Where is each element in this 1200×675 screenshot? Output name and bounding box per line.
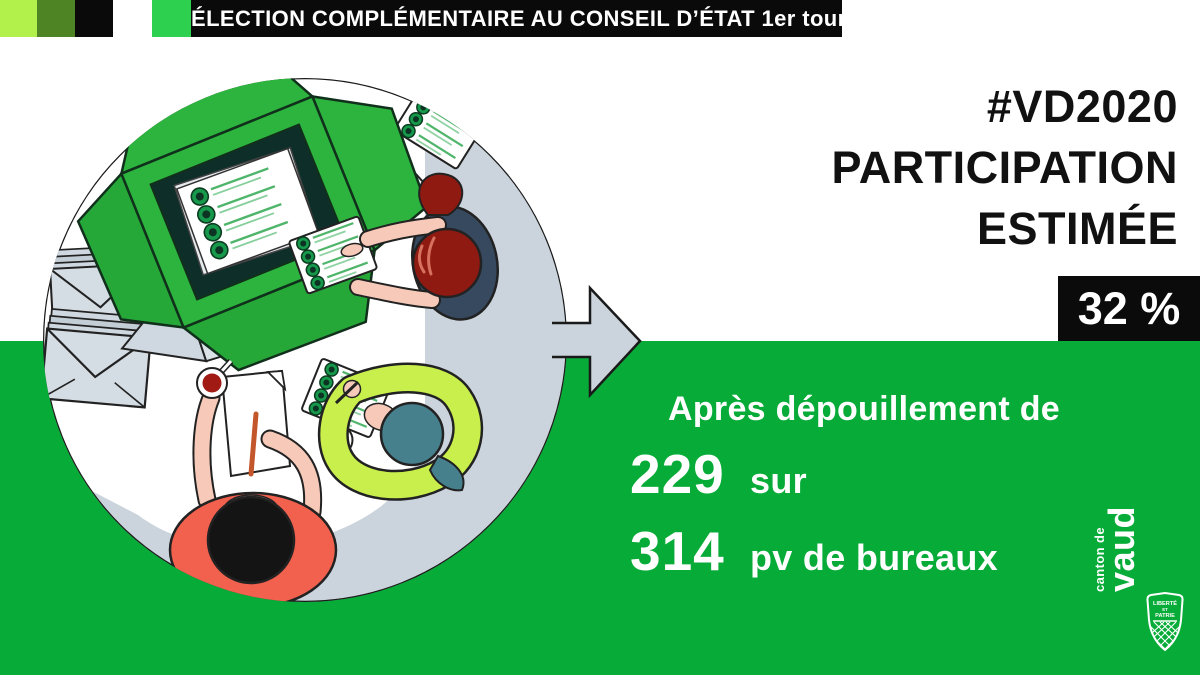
ballot-sheet [175, 147, 320, 275]
black-square [75, 0, 113, 37]
green-square [152, 0, 191, 37]
stats-block: Après dépouillement de 229 sur 314 pv de… [630, 390, 1100, 583]
counted-value: 229 [630, 443, 725, 505]
svg-text:PATRIE: PATRIE [1155, 613, 1175, 619]
coffee-cup [196, 358, 234, 399]
stats-row-total: 314 pv de bureaux [630, 519, 1100, 583]
envelope-stack [43, 307, 154, 409]
tally-sheet [220, 369, 292, 478]
person-red-hair [287, 172, 500, 321]
election-banner: ÉLECTION COMPLÉMENTAIRE AU CONSEIL D’ÉTA… [191, 0, 846, 37]
counted-label: sur [750, 460, 807, 501]
svg-text:LIBERTÉ: LIBERTÉ [1153, 599, 1177, 607]
pencil [248, 411, 259, 477]
lime-square [0, 0, 37, 37]
headline-line-participation: PARTICIPATION [831, 142, 1178, 193]
participation-badge: 32 % [1058, 276, 1200, 341]
headline-line-estimee: ESTIMÉE [976, 203, 1178, 254]
vaud-logo-wordmark: canton de vaud [1092, 492, 1142, 592]
person-green-sweater [300, 357, 484, 501]
arrow-right [552, 284, 642, 399]
headline-line-hashtag: #VD2020 [986, 81, 1178, 132]
stats-intro: Après dépouillement de [668, 390, 1061, 428]
total-label: pv de bureaux [750, 537, 998, 578]
pen [334, 380, 360, 405]
total-value: 314 [630, 520, 725, 582]
person-red-shirt [168, 358, 338, 602]
stats-row-counted: 229 sur [630, 442, 1100, 506]
svg-text:ET: ET [1162, 607, 1168, 612]
headline: #VD2020 PARTICIPATION ESTIMÉE [832, 76, 1178, 259]
logo-vaud: vaud [1101, 505, 1142, 592]
olive-square [37, 0, 75, 37]
vaud-shield-icon: LIBERTÉ ET PATRIE [1146, 592, 1184, 652]
